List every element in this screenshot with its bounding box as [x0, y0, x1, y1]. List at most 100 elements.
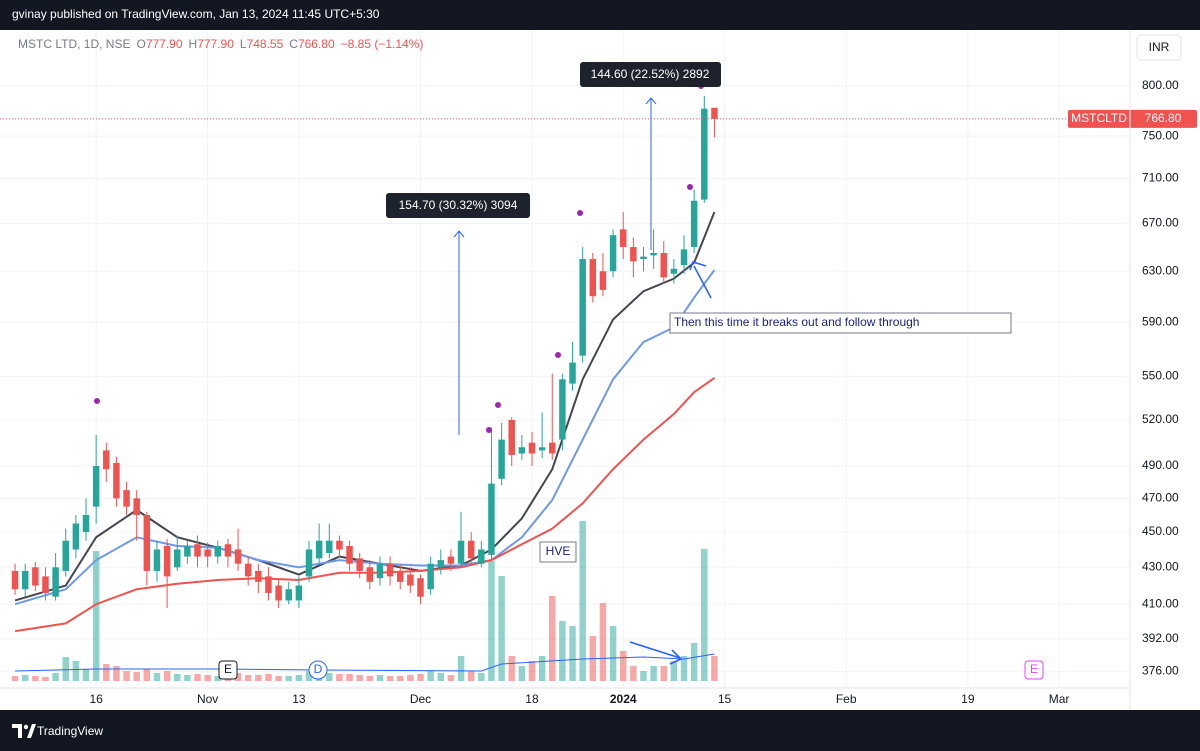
volume-bar: [680, 656, 688, 681]
volume-bar: [123, 671, 130, 681]
volume-bar: [326, 673, 333, 681]
legend-value: 766.80: [298, 37, 335, 51]
hand-arrow: [629, 641, 681, 659]
volume-bar: [133, 672, 140, 681]
candle-body: [82, 515, 90, 533]
moving-averages: [14, 211, 716, 633]
brand: TradingView: [37, 724, 103, 738]
volume-bar: [336, 674, 343, 681]
candles: [11, 95, 718, 609]
currency-button[interactable]: INR: [1136, 34, 1182, 61]
candle-body: [376, 563, 384, 579]
candle-body: [407, 574, 414, 586]
volume-bar: [295, 675, 303, 681]
volume-bar: [82, 669, 90, 681]
candle-body: [42, 576, 49, 593]
y-tick-label: 450.00: [1142, 524, 1179, 538]
signal-dots: [94, 83, 704, 433]
hand-arrows: [629, 261, 712, 665]
candle-body: [194, 544, 201, 557]
volume-bar: [579, 521, 586, 681]
candle-body: [457, 540, 465, 564]
volume-bar: [467, 671, 475, 681]
measure-arrows: [453, 97, 657, 435]
volume-bar: [173, 674, 181, 681]
y-tick-label: 470.00: [1142, 491, 1179, 505]
volume-average: [15, 653, 715, 672]
currency-label: INR: [1149, 40, 1170, 54]
candle-body: [549, 442, 556, 454]
volume-bar: [650, 666, 657, 681]
note: Then this time it breaks out and follow …: [669, 312, 1012, 334]
event-marker[interactable]: [308, 660, 328, 680]
volume-bar: [113, 666, 120, 681]
x-tick-label: 13: [292, 692, 306, 706]
candle-body: [467, 540, 475, 559]
y-tick-label: 410.00: [1142, 596, 1179, 610]
volume-bar: [244, 675, 252, 681]
measure-text: 154.70 (30.32%) 3094: [399, 198, 518, 212]
candle-body: [498, 439, 505, 479]
candle-body: [72, 523, 80, 550]
arrow-head: [453, 230, 465, 238]
candle-body: [488, 483, 495, 555]
y-tick-label: 710.00: [1142, 171, 1179, 185]
candle-body: [346, 545, 353, 564]
candle-body: [386, 563, 394, 577]
volume-bar: [376, 675, 384, 681]
y-tick-label: 430.00: [1142, 559, 1179, 573]
candle-body: [173, 549, 181, 568]
candle-body: [204, 549, 211, 557]
event-marker[interactable]: [1024, 660, 1044, 680]
currency-box[interactable]: [1136, 34, 1182, 61]
candle-body: [21, 570, 29, 590]
volume-bar: [184, 675, 191, 681]
candle-body: [437, 560, 445, 568]
volume-bar: [437, 673, 445, 681]
volume-bar: [488, 561, 495, 681]
measure-box: [386, 193, 530, 218]
candle-body: [528, 442, 536, 454]
signal-dot: [555, 352, 561, 358]
volume-bar: [92, 551, 100, 681]
volume-bar: [72, 661, 80, 681]
volume-bar: [569, 626, 576, 681]
logo-shape: [23, 724, 29, 730]
hve-text: HVE: [546, 544, 571, 558]
candle-body: [244, 563, 252, 577]
legend-symbol: MSTC LTD, 1D, NSE: [18, 37, 130, 51]
volume-bar: [234, 673, 242, 681]
price-tag-symbol: MSTCLTD: [1071, 111, 1127, 125]
price-tag-box: [1068, 109, 1197, 128]
candle-body: [285, 589, 292, 601]
candle-body: [184, 545, 191, 557]
volume-bar: [640, 671, 647, 681]
event-marker[interactable]: [218, 660, 238, 680]
header-bar: [0, 0, 1200, 30]
candle-body: [103, 450, 110, 470]
volume-bar: [52, 673, 59, 681]
candle-body: [62, 540, 69, 571]
measure-label: 154.70 (30.32%) 3094: [386, 193, 530, 218]
volume-bar: [559, 621, 566, 681]
candle-body: [478, 549, 485, 564]
x-tick-label: 16: [89, 692, 103, 706]
candle-body: [609, 235, 617, 272]
candle-body: [265, 576, 272, 593]
candle-body: [326, 540, 333, 554]
arrow-head: [645, 97, 657, 105]
legend: MSTC LTD, 1D, NSE O777.90 H777.90 L748.55 C7…: [18, 37, 423, 51]
footer-bar: [0, 710, 1200, 751]
volume-bar: [701, 549, 708, 681]
y-tick-label: 490.00: [1142, 458, 1179, 472]
legend-value: 777.90: [197, 37, 234, 51]
price-tag-price: 766.80: [1145, 111, 1182, 125]
volume-bar: [599, 603, 607, 681]
volume-bar: [265, 674, 272, 681]
volume-bar: [62, 657, 69, 681]
volume-bar: [447, 675, 455, 681]
volume-bar: [427, 671, 434, 681]
hand-arrow: [693, 265, 712, 299]
volume-bar: [214, 676, 222, 681]
